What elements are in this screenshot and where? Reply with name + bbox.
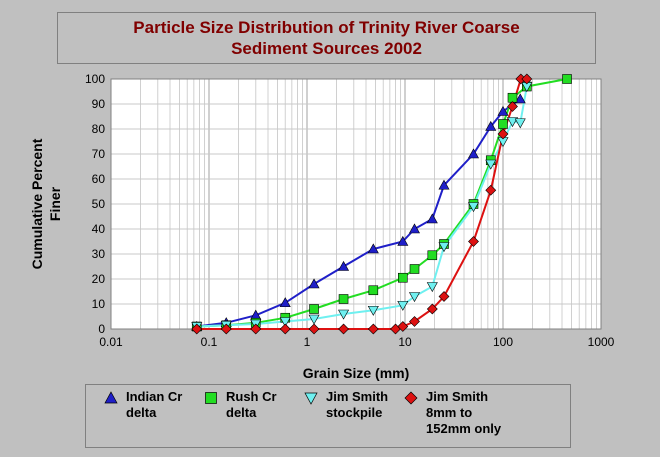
y-tick-label: 70 [92,147,106,161]
data-point-diamond [409,316,420,327]
x-tick-label: 10 [398,335,412,349]
legend-item-indian-cr: Indian Cr delta [104,389,182,421]
legend-label-line1: Jim Smith [326,389,389,404]
y-axis-label-line1: Cumulative Percent [29,138,45,269]
data-point-triangle-up [467,148,480,159]
data-point-diamond [220,323,232,335]
legend-label-line1: Indian Cr [126,389,183,404]
y-axis-label-line2: Finer [47,186,63,221]
data-point-diamond [367,323,379,335]
y-tick-label: 0 [98,322,105,336]
data-point-diamond [497,128,509,140]
data-point-triangle-up [308,278,320,289]
data-point-triangle-up [485,120,497,131]
data-point-triangle-up [514,93,526,104]
y-tick-label: 20 [92,272,106,286]
y-tick-label: 90 [92,97,106,111]
legend-label-line2: delta [226,405,257,420]
data-point-triangle-down [467,202,480,213]
y-tick-label: 40 [92,222,106,236]
x-tick-labels: 0.01 0.1 1 10 100 1000 [99,335,614,349]
legend-label-line1: Rush Cr [226,389,277,404]
data-point-triangle-down [367,305,379,316]
data-point-diamond [438,291,450,302]
data-point-triangle-up [438,179,450,190]
chart-title-box: Particle Size Distribution of Trinity Ri… [57,12,596,64]
chart-title-line2: Sediment Sources 2002 [231,39,422,58]
y-tick-label: 80 [92,122,106,136]
data-point-diamond [250,323,262,335]
y-tick-label: 100 [85,72,105,86]
legend-item-rush-cr: Rush Cr delta [204,389,277,421]
data-point-diamond [507,101,518,112]
data-point-diamond [397,321,409,332]
data-point-triangle-down [426,282,438,293]
legend-label-line1: Jim Smith [426,389,489,404]
data-point-diamond [338,323,349,335]
data-point-diamond [521,73,533,85]
data-point-triangle-down [279,317,291,328]
x-tick-label: 1000 [588,335,615,349]
data-point-triangle-up [497,105,509,116]
legend-item-jim-smith-stockpile: Jim Smith stockpile [304,389,388,421]
x-tick-label: 0.1 [201,335,218,349]
data-point-diamond [468,236,479,247]
data-point-triangle-up [367,243,379,254]
data-point-square [309,304,319,314]
legend-label-line2: 8mm to [426,405,473,420]
data-point-triangle-down [338,309,350,320]
data-point-diamond [279,323,291,335]
square-marker-icon [205,392,217,404]
y-axis-label-group: Cumulative Percent Finer [29,138,63,269]
x-axis-label: Grain Size (mm) [303,365,410,381]
y-tick-label: 50 [92,197,106,211]
data-point-square [368,285,379,296]
data-point-triangle-down [485,159,497,170]
data-point-triangle-down [408,292,421,303]
legend-label-line2: delta [126,405,157,420]
data-point-triangle-up [397,235,409,246]
data-point-triangle-up [338,260,350,271]
data-point-square [562,74,572,84]
data-point-diamond [191,323,203,335]
x-tick-label: 100 [493,335,513,349]
data-point-triangle-down [506,117,519,128]
diamond-marker-icon [404,391,418,405]
data-point-diamond [485,184,497,196]
chart-title-line1: Particle Size Distribution of Trinity Ri… [133,18,520,37]
legend-label-line2: stockpile [326,405,383,420]
data-point-square [427,250,438,261]
data-point-square [338,294,349,304]
x-tick-label: 0.01 [99,335,123,349]
x-tick-label: 1 [304,335,311,349]
data-point-square [498,119,508,129]
y-tick-label: 60 [92,172,106,186]
data-point-triangle-up [426,213,438,224]
legend-label-line3: 152mm only [426,421,502,436]
triangle-up-marker-icon [104,391,118,404]
data-point-triangle-down [397,300,409,311]
data-point-triangle-up [408,223,421,234]
data-point-diamond [426,303,438,315]
data-point-triangle-up [279,297,291,308]
legend-item-jim-smith-8mm: Jim Smith 8mm to 152mm only [404,389,501,437]
data-point-square [398,272,408,283]
y-tick-labels: 0 10 20 30 40 50 60 70 80 90 100 [85,72,105,336]
series-markers [191,73,572,335]
data-point-triangle-down [514,118,526,129]
data-point-square [409,264,420,274]
data-point-diamond [308,323,320,335]
y-tick-label: 30 [92,247,106,261]
data-point-square [507,92,518,103]
data-point-triangle-down [438,242,450,253]
legend: Indian Cr delta Rush Cr delta Jim Smith … [85,384,571,448]
data-point-triangle-down [308,314,320,325]
triangle-down-marker-icon [304,392,318,405]
y-tick-label: 10 [92,297,106,311]
